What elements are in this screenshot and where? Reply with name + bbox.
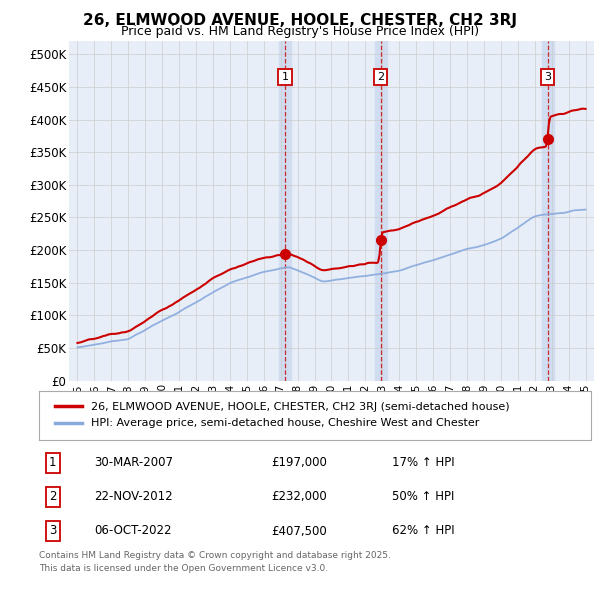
Bar (374, 41, 386, 381)
Text: 17% ↑ HPI: 17% ↑ HPI (392, 456, 455, 469)
Text: 2: 2 (49, 490, 56, 503)
Text: 26, ELMWOOD AVENUE, HOOLE, CHESTER, CH2 3RJ: 26, ELMWOOD AVENUE, HOOLE, CHESTER, CH2 … (83, 13, 517, 28)
Text: 1: 1 (49, 456, 56, 469)
Text: This data is licensed under the Open Government Licence v3.0.: This data is licensed under the Open Gov… (39, 564, 328, 573)
Text: £407,500: £407,500 (271, 525, 326, 537)
Text: 22-NOV-2012: 22-NOV-2012 (94, 490, 173, 503)
Text: 3: 3 (49, 525, 56, 537)
Text: Contains HM Land Registry data © Crown copyright and database right 2025.: Contains HM Land Registry data © Crown c… (39, 551, 391, 560)
Text: £197,000: £197,000 (271, 456, 327, 469)
Text: 06-OCT-2022: 06-OCT-2022 (94, 525, 172, 537)
Text: 2: 2 (377, 72, 384, 82)
Text: 1: 1 (281, 72, 289, 82)
Text: Price paid vs. HM Land Registry's House Price Index (HPI): Price paid vs. HM Land Registry's House … (121, 25, 479, 38)
Bar (279, 41, 291, 381)
Text: 30-MAR-2007: 30-MAR-2007 (94, 456, 173, 469)
Bar (542, 41, 554, 381)
Text: £232,000: £232,000 (271, 490, 326, 503)
Legend: 26, ELMWOOD AVENUE, HOOLE, CHESTER, CH2 3RJ (semi-detached house), HPI: Average : 26, ELMWOOD AVENUE, HOOLE, CHESTER, CH2 … (50, 398, 514, 433)
Text: 3: 3 (544, 72, 551, 82)
Text: 62% ↑ HPI: 62% ↑ HPI (392, 525, 455, 537)
Text: 50% ↑ HPI: 50% ↑ HPI (392, 490, 455, 503)
